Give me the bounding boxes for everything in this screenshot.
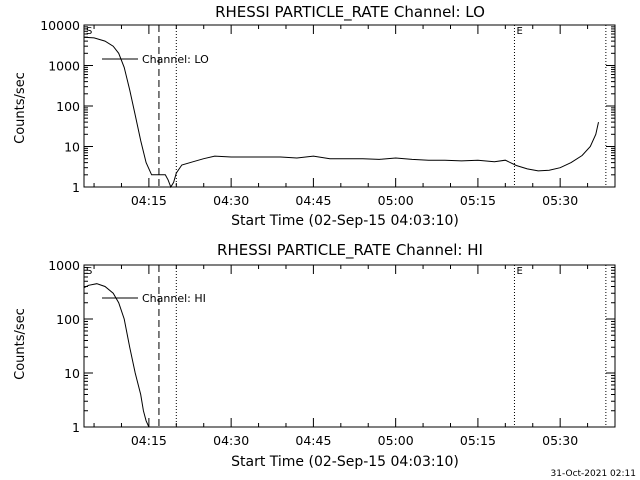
x-tick-label: 05:30 [542,433,578,448]
plot-frame [83,24,616,188]
y-tick-label: 1 [72,180,80,195]
chart-title: RHESSI PARTICLE_RATE Channel: HI [217,241,483,260]
plot-frame [83,264,616,428]
y-tick-label: 10 [64,140,80,155]
y-tick-label: 1000 [48,59,80,74]
y-tick-label: 1000 [48,258,80,273]
y-axis-label: Counts/sec [13,308,28,380]
chart-lo: RHESSI PARTICLE_RATE Channel: LO Counts/… [13,3,616,229]
y-tick-label: 10000 [40,18,80,33]
marker-label: E [516,266,522,277]
legend: Channel: LO [102,53,209,66]
chart-hi: RHESSI PARTICLE_RATE Channel: HI Counts/… [13,241,616,470]
marker-label: S [86,266,92,277]
x-axis-label: Start Time (02-Sep-15 04:03:10) [231,213,459,229]
x-tick-label: 04:30 [213,433,249,448]
x-tick-label: 05:00 [378,193,414,208]
series-line-hi [83,283,150,428]
x-tick-label: 04:15 [131,433,167,448]
x-tick-label: 05:15 [460,433,496,448]
footer-timestamp: 31-Oct-2021 02:11 [551,469,636,479]
legend-label: Channel: HI [142,292,206,305]
legend: Channel: HI [102,292,206,305]
x-tick-label: 05:30 [542,193,578,208]
marker-label: E [516,26,522,37]
y-tick-label: 100 [56,312,80,327]
chart-title: RHESSI PARTICLE_RATE Channel: LO [215,3,485,22]
y-tick-label: 1 [72,420,80,435]
marker-label: S [86,26,92,37]
x-tick-label: 04:45 [295,433,331,448]
y-tick-label: 100 [56,99,80,114]
x-tick-label: 05:00 [378,433,414,448]
y-tick-label: 10 [64,366,80,381]
x-axis-label: Start Time (02-Sep-15 04:03:10) [231,454,459,470]
y-axis-label: Counts/sec [13,72,28,144]
x-tick-label: 04:45 [295,193,331,208]
x-tick-label: 04:30 [213,193,249,208]
legend-label: Channel: LO [142,53,209,66]
x-tick-label: 04:15 [131,193,167,208]
series-line-lo [83,36,599,189]
x-tick-label: 05:15 [460,193,496,208]
